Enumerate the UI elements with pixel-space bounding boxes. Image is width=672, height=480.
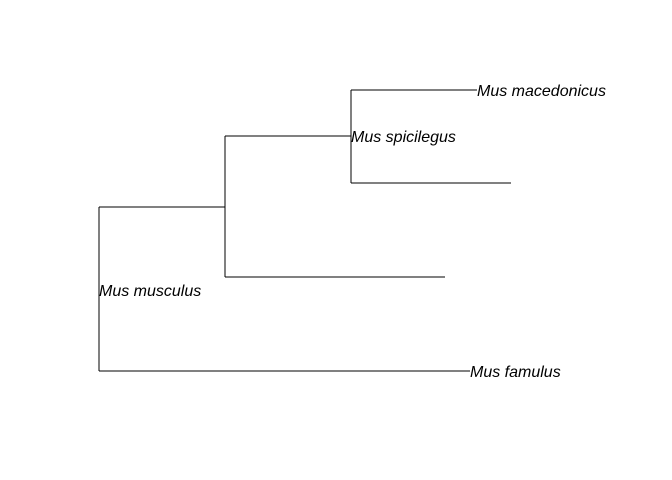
node-label-mus-musculus: Mus musculus <box>99 283 201 300</box>
taxon-label-mus-macedonicus: Mus macedonicus <box>477 83 606 100</box>
taxon-label-mus-famulus: Mus famulus <box>470 364 561 381</box>
node-label-mus-spicilegus: Mus spicilegus <box>351 129 456 146</box>
